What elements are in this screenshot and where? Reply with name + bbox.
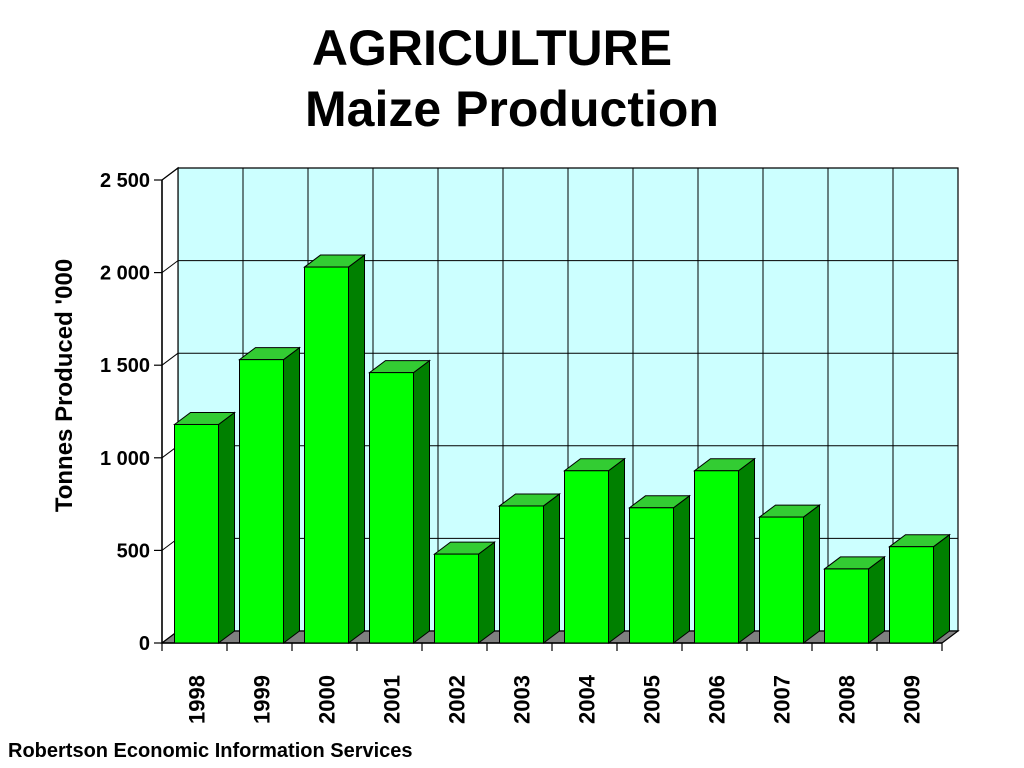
bar-side — [933, 533, 950, 644]
bar — [239, 359, 284, 644]
x-tick-label: 2009 — [900, 675, 925, 724]
gridline-side — [161, 352, 179, 366]
x-tick-label: 1999 — [250, 675, 275, 724]
x-tick-label: 2003 — [510, 675, 535, 724]
chart-title-line1: AGRICULTURE — [311, 20, 673, 76]
y-axis-title: Tonnes Produced '000 — [51, 259, 78, 512]
y-tick-label: 2 500 — [100, 170, 150, 192]
bar-side — [543, 492, 560, 644]
y-tick-label: 1 000 — [100, 448, 150, 470]
bar-side — [413, 359, 430, 644]
bar — [694, 470, 739, 644]
bar — [499, 505, 544, 644]
bar-side — [283, 346, 300, 644]
bar-side — [348, 254, 365, 644]
x-tick-label: 2001 — [380, 675, 405, 724]
x-tick-label: 2000 — [315, 675, 340, 724]
x-tick-label: 2004 — [575, 674, 600, 724]
bar — [629, 507, 674, 644]
chart-title-line2: Maize Production — [305, 81, 719, 137]
bar — [759, 516, 804, 644]
bar-side — [218, 411, 235, 644]
gridline-side — [161, 260, 179, 274]
x-tick-label: 2006 — [705, 675, 730, 724]
y-tick-label: 2 000 — [100, 263, 150, 285]
y-tick-label: 500 — [117, 540, 150, 562]
source-footer: Robertson Economic Information Services — [8, 740, 413, 762]
bar — [434, 553, 479, 644]
chart-title: AGRICULTURE Maize Production — [0, 18, 1024, 140]
x-tick-label: 2008 — [835, 675, 860, 724]
bar — [304, 266, 349, 644]
y-tick-label: 1 500 — [100, 355, 150, 377]
bar — [824, 568, 869, 644]
bar-side — [738, 457, 755, 644]
x-tick-label: 2002 — [445, 675, 470, 724]
bar-side — [673, 494, 690, 644]
x-tick-label: 2007 — [770, 675, 795, 724]
bar-side — [868, 555, 885, 644]
gridline-side — [161, 167, 179, 181]
bar — [174, 423, 219, 644]
bar — [564, 470, 609, 644]
bar — [889, 546, 934, 644]
bar-side — [608, 457, 625, 644]
bar-side — [478, 541, 495, 644]
x-tick-label: 1998 — [185, 675, 210, 724]
x-tick-label: 2005 — [640, 675, 665, 724]
y-tick-label: 0 — [139, 633, 150, 655]
bar-side — [803, 504, 820, 644]
bar — [369, 372, 414, 644]
